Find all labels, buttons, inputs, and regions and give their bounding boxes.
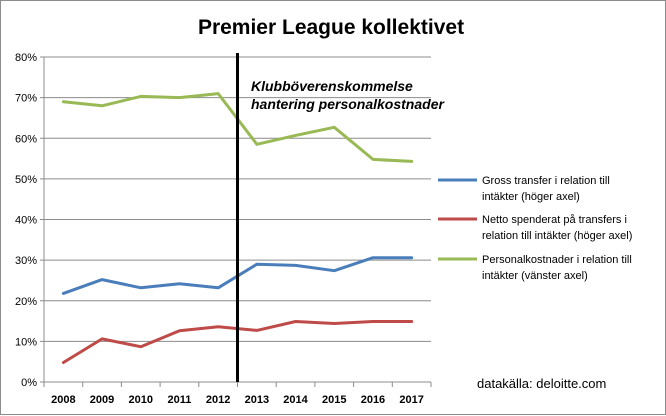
x-tick-label: 2015 — [322, 394, 346, 406]
x-tick-label: 2014 — [283, 394, 308, 406]
x-tick-label: 2017 — [399, 394, 423, 406]
chart-title: Premier League kollektivet — [198, 16, 464, 39]
x-tick-label: 2009 — [90, 394, 114, 406]
legend-label: Gross transfer i relation till — [482, 175, 610, 187]
y-tick-label: 30% — [15, 255, 37, 267]
legend: Gross transfer i relation till intäkter (… — [438, 175, 632, 282]
legend-label: intäkter (vänster axel) — [482, 270, 588, 282]
x-tick-label: 2011 — [168, 394, 192, 406]
legend-label: Netto spenderat på transfers i — [482, 214, 627, 226]
annotation-line-2: hantering personalkostnader — [251, 96, 445, 112]
y-axis-ticks: 0% 10% 20% 30% 40% 50% 60% 70% 80% — [15, 52, 44, 389]
y-tick-label: 50% — [15, 174, 37, 186]
x-tick-label: 2008 — [51, 394, 75, 406]
y-tick-label: 20% — [15, 296, 37, 308]
x-tick-label: 2012 — [206, 394, 230, 406]
y-tick-label: 0% — [21, 377, 37, 389]
y-tick-label: 70% — [15, 93, 37, 105]
x-tick-label: 2013 — [245, 394, 269, 406]
y-tick-label: 60% — [15, 133, 37, 145]
source-label: datakälla: deloitte.com — [477, 376, 606, 391]
legend-label: Personalkostnader i relation till — [482, 254, 632, 266]
x-tick-label: 2016 — [361, 394, 385, 406]
annotation-line-1: Klubböverenskommelse — [251, 78, 413, 94]
legend-label: intäkter (höger axel) — [482, 191, 580, 203]
legend-label: relation till intäkter (höger axel) — [482, 230, 632, 242]
y-tick-label: 80% — [15, 52, 37, 64]
y-tick-label: 10% — [15, 336, 37, 348]
x-axis-ticks: 2008 2009 2010 2011 2012 2013 2014 2015 2016 2017 — [43, 382, 432, 406]
y-tick-label: 40% — [15, 215, 37, 227]
x-tick-label: 2010 — [129, 394, 153, 406]
